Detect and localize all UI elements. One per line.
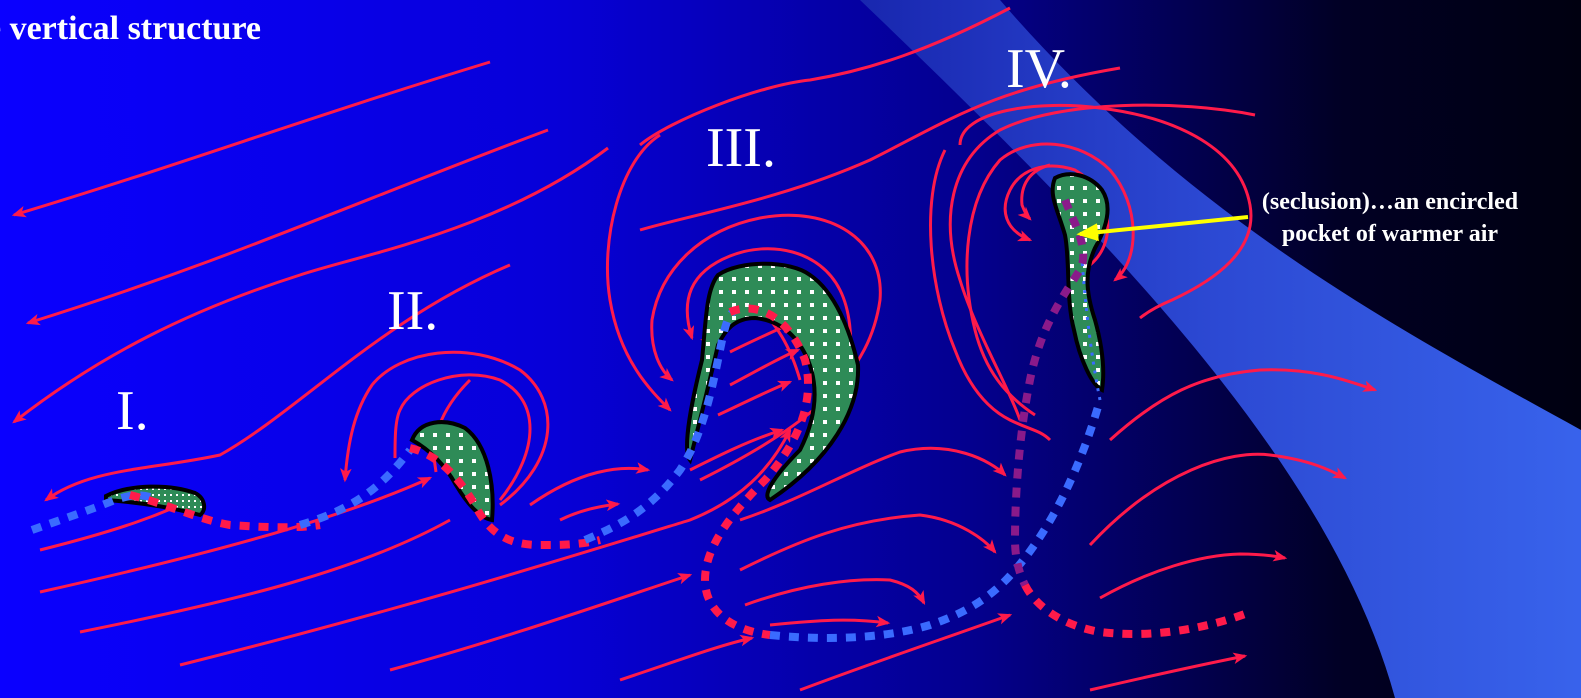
annotation-line-2: pocket of warmer air [1281, 221, 1499, 247]
warm-front [129, 491, 321, 532]
frontal-surface [860, 0, 1581, 698]
cold-front [30, 491, 152, 534]
warm-front [408, 444, 601, 550]
flow-streamlines [11, 6, 1378, 692]
warm-pocket-stage-4 [1050, 172, 1110, 394]
stage-label-2: II. [387, 280, 439, 342]
warm-front [700, 304, 812, 639]
seclusion-annotation: (seclusion)…an encircled pocket of warme… [1210, 186, 1570, 250]
warm-pocket-stage-2 [409, 420, 495, 523]
occluded-front [1010, 198, 1088, 587]
warm-front [1021, 583, 1247, 638]
stage-label-1: I. [116, 380, 149, 442]
annotation-line-1: (seclusion)…an encircled [1261, 189, 1519, 215]
slide-heading: e vertical structure [0, 10, 262, 47]
warm-air-pockets [104, 172, 1110, 523]
stage-label-3: III. [706, 117, 776, 179]
stage-label-4: IV. [1006, 38, 1072, 100]
cold-front-thin [1080, 259, 1102, 401]
annotation-arrow [1076, 215, 1249, 242]
fronts [30, 198, 1247, 642]
cold-front [298, 447, 414, 529]
cold-front [583, 306, 738, 544]
cold-front [769, 398, 1104, 642]
